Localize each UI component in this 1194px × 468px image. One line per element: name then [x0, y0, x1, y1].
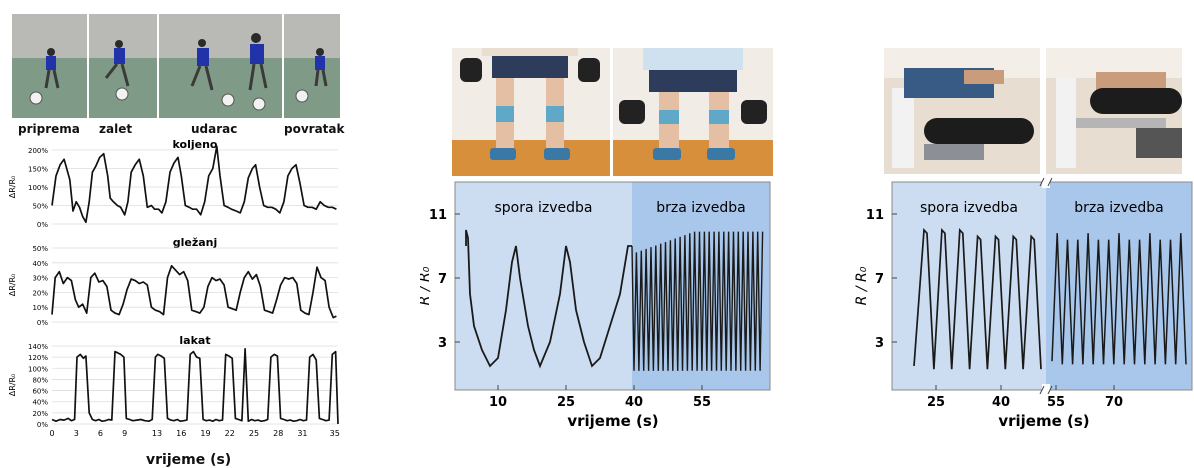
- x-tick-label: 3: [74, 429, 79, 438]
- chart-title-2: lakat: [179, 334, 210, 347]
- phase-label-povratak: povratak: [284, 122, 345, 136]
- plot-frame: [454, 181, 771, 391]
- x-tick-label: 70: [1105, 395, 1123, 410]
- squat-photo-slow: [452, 48, 610, 176]
- slow-series-line: [465, 229, 632, 369]
- y-tick-label: 60%: [32, 388, 48, 396]
- y-tick-label: 20%: [32, 289, 48, 297]
- y-tick-label: 100%: [28, 184, 48, 192]
- x-tick-label: 40: [992, 395, 1010, 410]
- x-tick-label: 10: [489, 395, 507, 410]
- y-tick-label: 140%: [28, 343, 48, 351]
- y-tick-label: 50%: [32, 245, 48, 253]
- squat-photo-fast: [613, 48, 773, 176]
- x-tick-label: 25: [557, 395, 575, 410]
- fast-series-line: [1051, 233, 1187, 365]
- slow-region-label: spora izvedba: [920, 200, 1018, 216]
- phase-label-udarac: udarac: [191, 122, 238, 136]
- axis-break-top: [1042, 176, 1050, 188]
- leg-press-photo-slow: [884, 48, 1040, 174]
- chart-title-1: gležanj: [173, 236, 218, 249]
- y-tick-label: 0%: [37, 421, 48, 429]
- slow-series-line: [913, 227, 1042, 370]
- x-axis-label: vrijeme (s): [567, 412, 658, 430]
- series-line-lakat: [51, 347, 339, 425]
- x-tick-label: 16: [176, 429, 186, 438]
- y-tick-label: 40%: [32, 260, 48, 268]
- y-axis-label: R / R₀: [420, 266, 433, 305]
- y-tick-label: 0%: [37, 319, 48, 327]
- leg-press-photo-fast: [1046, 48, 1182, 174]
- x-tick-label: 25: [927, 395, 945, 410]
- y-tick-label: 7: [438, 272, 447, 287]
- left-x-axis-label: vrijeme (s): [146, 452, 232, 468]
- y-tick-label: 100%: [28, 365, 48, 373]
- x-tick-label: 22: [225, 429, 235, 438]
- x-tick-label: 40: [625, 395, 643, 410]
- y-tick-label: 3: [438, 336, 447, 351]
- phase-label-priprema: priprema: [18, 122, 80, 136]
- x-tick-label: 19: [200, 429, 210, 438]
- axis-break-bottom: [1042, 384, 1050, 396]
- y-tick-label: 50%: [32, 203, 48, 211]
- squat-chart: spora izvedba brza izvedba 3 7 11 R / R₀ 10 25 4…: [420, 181, 771, 430]
- fast-series-line: [631, 231, 764, 371]
- y-tick-label: 150%: [28, 166, 48, 174]
- x-tick-label: 9: [122, 429, 127, 438]
- y-tick-label: 20%: [32, 410, 48, 418]
- x-tick-label: 6: [98, 429, 103, 438]
- x-tick-label: 55: [693, 395, 711, 410]
- x-axis-label: vrijeme (s): [998, 412, 1089, 430]
- x-tick-label: 55: [1047, 395, 1065, 410]
- slow-region-label: spora izvedba: [494, 200, 592, 216]
- y-axis-label-1: ΔR/R₀: [8, 274, 17, 297]
- x-tick-label: 0: [49, 429, 54, 438]
- y-axis-label-2: ΔR/R₀: [8, 374, 17, 397]
- joint-charts: koljeno ΔR/R₀ 0% 50% 100% 150% 200% gležanj ΔR/R…: [8, 138, 340, 438]
- y-tick-label: 11: [866, 208, 884, 223]
- x-tick-label: 13: [152, 429, 162, 438]
- series-line-koljeno: [51, 145, 337, 224]
- y-axis-label: R / R₀: [854, 266, 870, 305]
- x-tick-label: 31: [297, 429, 307, 438]
- y-tick-label: 7: [875, 272, 884, 287]
- chart-title-0: koljeno: [173, 138, 218, 151]
- x-tick-label: 35: [330, 429, 340, 438]
- series-line-gležanj: [51, 264, 337, 319]
- y-tick-label: 30%: [32, 275, 48, 283]
- y-tick-label: 10%: [32, 304, 48, 312]
- leg-press-chart: spora izvedba brza izvedba 3 7 11 R / R₀ 25 40 5…: [854, 176, 1193, 430]
- y-tick-label: 40%: [32, 399, 48, 407]
- break-mark: [1039, 177, 1053, 187]
- x-tick-label: 25: [249, 429, 259, 438]
- fast-region-label: brza izvedba: [656, 200, 746, 216]
- phase-label-zalet: zalet: [99, 122, 133, 136]
- y-tick-label: 80%: [32, 376, 48, 384]
- soccer-photo: [12, 14, 340, 118]
- y-tick-label: 0%: [37, 221, 48, 229]
- y-tick-label: 200%: [28, 147, 48, 155]
- y-tick-label: 120%: [28, 354, 48, 362]
- break-mark: [1039, 385, 1053, 395]
- x-tick-label: 28: [273, 429, 283, 438]
- y-tick-label: 11: [429, 208, 447, 223]
- fast-region-label: brza izvedba: [1074, 200, 1164, 216]
- y-tick-label: 3: [875, 336, 884, 351]
- fast-region: [1046, 182, 1192, 390]
- y-axis-label-0: ΔR/R₀: [8, 176, 17, 199]
